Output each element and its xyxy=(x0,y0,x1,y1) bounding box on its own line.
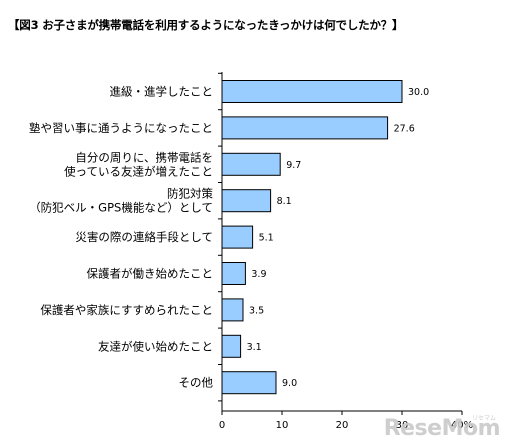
value-label: 27.6 xyxy=(394,123,415,134)
value-label: 5.1 xyxy=(259,233,274,244)
bars-layer: 30.0 27.6 9.7 8.1 5.1 3.9 3.5 3.1 9.0 xyxy=(221,80,429,395)
bar xyxy=(221,116,389,140)
bar xyxy=(221,80,403,103)
value-label: 3.1 xyxy=(247,342,262,353)
value-label: 3.5 xyxy=(249,305,264,316)
x-tick-label: 10 xyxy=(276,420,289,431)
ticks-layer: 0 10 20 30 40% xyxy=(218,72,473,431)
bar xyxy=(221,334,242,358)
resemom-logo-text: ReseMom xyxy=(383,416,501,441)
chart-title: 【図3 お子さまが携帯電話を利用するようになったきっかけは何でしたか？】 xyxy=(8,18,404,32)
bar xyxy=(221,225,254,249)
value-label: 9.0 xyxy=(282,378,297,389)
value-label: 3.9 xyxy=(251,269,266,280)
x-tick-label: 30 xyxy=(396,420,409,431)
x-tick-label: 0 xyxy=(219,420,225,431)
category-labels: 進級・進学したこと塾や習い事に通うようになったこと自分の周りに、携帯電話を使って… xyxy=(29,85,213,390)
resemom-logo-subtext: リセマム xyxy=(471,415,496,422)
category-label: 進級・進学したこと xyxy=(110,85,214,99)
category-label: 使っている友達が増えたこと xyxy=(64,164,213,178)
resemom-logo: ReseMom リセマム xyxy=(383,415,501,441)
category-label: 災害の際の連絡手段として xyxy=(75,230,213,244)
category-label: 塾や習い事に通うようになったこと xyxy=(29,121,213,135)
bar xyxy=(221,371,277,395)
category-label: 友達が使い始めたこと xyxy=(98,339,213,353)
category-label: その他 xyxy=(179,376,214,390)
category-label: 自分の周りに、携帯電話を xyxy=(75,150,213,164)
category-label: （防犯ベル・GPS機能など）として xyxy=(29,201,213,215)
value-label: 8.1 xyxy=(277,196,292,207)
bar xyxy=(221,262,246,285)
category-label: 保護者や家族にすすめられたこと xyxy=(40,303,213,317)
bar xyxy=(221,189,272,213)
category-label: 保護者が働き始めたこと xyxy=(87,267,214,281)
bar xyxy=(221,298,244,322)
bar xyxy=(221,152,281,176)
category-label: 防犯対策 xyxy=(167,187,213,201)
value-label: 9.7 xyxy=(286,160,301,171)
x-tick-label: 20 xyxy=(336,420,349,431)
value-label: 30.0 xyxy=(408,87,429,98)
x-tick-label: 40% xyxy=(451,420,473,431)
